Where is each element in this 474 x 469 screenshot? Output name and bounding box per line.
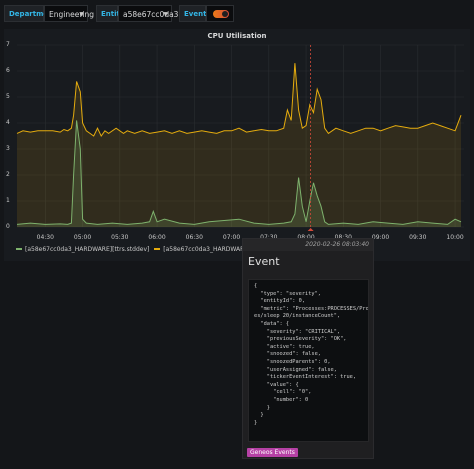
- cpu-utilisation-panel: CPU Utilisation 04:30 05:00 05:30 06:00 06:3…: [4, 29, 470, 261]
- json-line: "snoozed": false,: [254, 351, 321, 358]
- x-tick-label: 08:30: [335, 234, 352, 241]
- x-tick-label: 07:30: [260, 234, 277, 241]
- y-tick-label: 3: [6, 145, 10, 152]
- panel-title[interactable]: CPU Utilisation: [207, 32, 267, 40]
- json-line: "number": 0: [254, 396, 309, 403]
- y-tick-label: 4: [6, 119, 10, 126]
- event-title: Event: [248, 255, 280, 268]
- json-line: "active": true,: [254, 343, 315, 350]
- legend-label: [a58e67cc0da3_HARDWARE][ttrs.avg]: [163, 246, 279, 253]
- x-tick-label: 09:00: [371, 234, 390, 241]
- event-json: { "type": "severity", "entityId": 0, "me…: [254, 283, 369, 427]
- json-line: "type": "severity",: [254, 290, 321, 297]
- x-tick-label: 05:00: [73, 234, 92, 241]
- x-tick-label: 05:30: [111, 234, 129, 241]
- series-line: [16, 120, 462, 225]
- json-line: }: [254, 412, 264, 419]
- x-tick-label: 06:30: [185, 234, 203, 241]
- series-area: [17, 63, 461, 228]
- department-value: Engineering: [49, 10, 94, 19]
- json-line: "value": {: [254, 381, 299, 388]
- json-line: "data": {: [254, 320, 290, 327]
- chevron-down-icon: ▼: [79, 11, 84, 18]
- y-tick-label: 0: [6, 223, 10, 230]
- legend-label: [a58e67cc0da3_HARDWARE][ttrs.stddev]: [25, 246, 150, 253]
- json-line: "cell": "0",: [254, 389, 312, 396]
- entity-label: Entity: [96, 5, 124, 22]
- template-variables-bar: Department Engineering ▼ Entity a58e67cc…: [0, 0, 474, 28]
- legend-item-stddev[interactable]: [a58e67cc0da3_HARDWARE][ttrs.stddev]: [16, 246, 149, 253]
- chevron-down-icon: ▼: [163, 11, 168, 18]
- json-line: "tickerEventInterest": true,: [254, 374, 357, 381]
- entity-value: a58e67cc0da3: [123, 10, 179, 19]
- json-line: "userAssigned": false,: [254, 366, 337, 373]
- events-toggle-container: [206, 5, 234, 22]
- legend-item-avg[interactable]: [a58e67cc0da3_HARDWARE][ttrs.avg]: [154, 246, 278, 253]
- x-tick-label: 04:30: [36, 234, 54, 241]
- json-line: es/sleep 20/instanceCount",: [254, 313, 341, 320]
- events-toggle[interactable]: [213, 10, 229, 18]
- x-tick-label: 07:00: [222, 234, 241, 241]
- y-tick-label: 5: [6, 93, 10, 100]
- json-line: "snoozedParents": 0,: [254, 358, 331, 365]
- x-tick-label: 08:00: [297, 234, 314, 241]
- json-line: {: [254, 283, 258, 289]
- toggle-knob: [222, 11, 228, 17]
- chart-legend: [a58e67cc0da3_HARDWARE][ttrs.stddev] [a5…: [16, 246, 278, 253]
- y-tick-label: 6: [6, 67, 10, 74]
- department-select[interactable]: Engineering ▼: [44, 5, 94, 22]
- y-tick-label: 1: [6, 197, 10, 204]
- json-line: "previousSeverity": "OK",: [254, 336, 347, 343]
- events-label: Events: [179, 5, 211, 22]
- legend-swatch: [154, 248, 161, 250]
- json-line: "severity": "CRITICAL",: [254, 328, 341, 335]
- event-time: 2020-02-26 08:03:40: [243, 239, 373, 251]
- cpu-chart[interactable]: [4, 29, 470, 261]
- event-tooltip: 2020-02-26 08:03:40 Event { "type": "sev…: [242, 238, 374, 459]
- x-tick-label: 10:00: [446, 234, 464, 241]
- series-line: [16, 63, 462, 137]
- json-line: "metric": "Processes:PROCESSES/Process: [254, 305, 369, 312]
- json-line: }: [254, 404, 270, 411]
- event-marker-icon[interactable]: [307, 228, 314, 231]
- x-tick-label: 09:30: [409, 234, 427, 241]
- entity-select[interactable]: a58e67cc0da3 ▼: [118, 5, 178, 22]
- x-tick-label: 06:00: [148, 234, 166, 241]
- y-tick-label: 2: [6, 171, 10, 178]
- json-line: "entityId": 0,: [254, 298, 306, 305]
- json-line: }: [254, 419, 258, 426]
- department-label: Department: [4, 5, 56, 22]
- legend-swatch: [16, 248, 22, 250]
- event-json-box: { "type": "severity", "entityId": 0, "me…: [248, 279, 369, 442]
- event-tag[interactable]: Geneos Events: [247, 448, 298, 457]
- y-tick-label: 7: [6, 41, 10, 48]
